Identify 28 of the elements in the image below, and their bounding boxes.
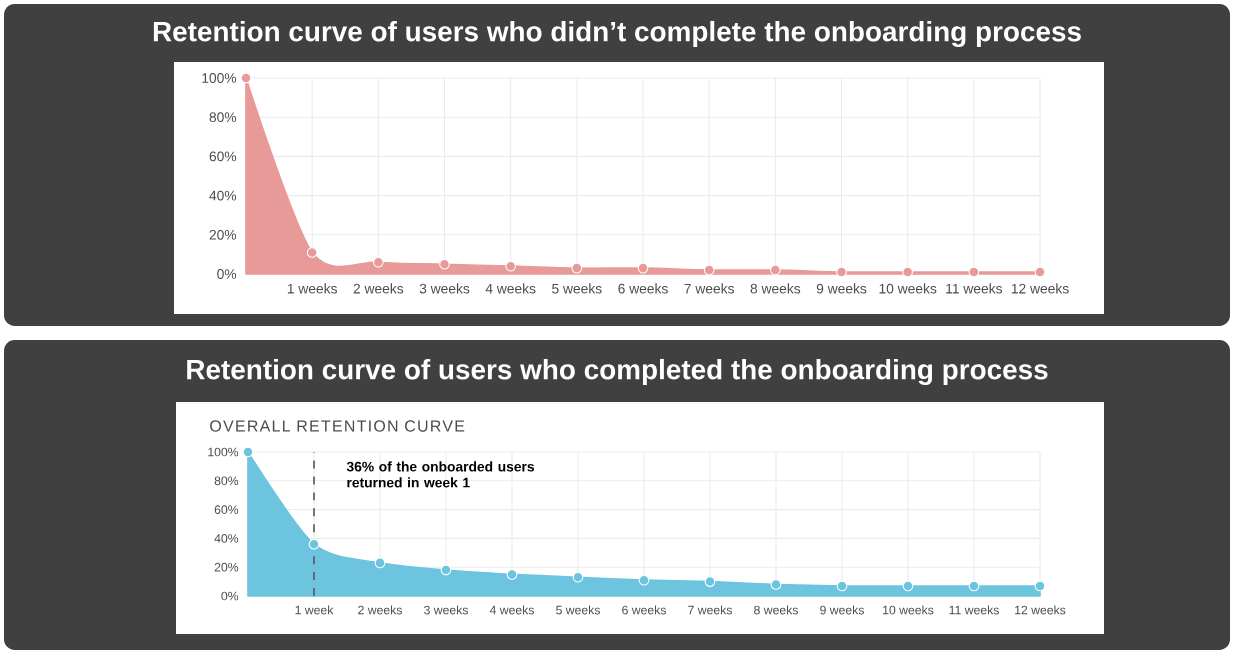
point bbox=[572, 571, 584, 583]
chart-title: Retention curve of users who completed the onboarding process bbox=[187, 358, 1048, 386]
point bbox=[571, 262, 583, 274]
point bbox=[440, 564, 452, 576]
point bbox=[836, 266, 847, 278]
point bbox=[242, 446, 254, 458]
point bbox=[637, 262, 649, 274]
point bbox=[704, 576, 716, 587]
point bbox=[373, 256, 384, 268]
point bbox=[836, 580, 848, 592]
point bbox=[902, 580, 914, 592]
point bbox=[240, 72, 252, 84]
point bbox=[1034, 580, 1046, 592]
point bbox=[439, 258, 450, 270]
point bbox=[306, 247, 318, 258]
point bbox=[770, 579, 782, 590]
point bbox=[638, 574, 650, 586]
point bbox=[374, 557, 386, 569]
point bbox=[505, 260, 517, 272]
point bbox=[902, 266, 914, 278]
point bbox=[308, 538, 320, 550]
point bbox=[968, 580, 980, 592]
point bbox=[770, 264, 781, 276]
point bbox=[506, 569, 518, 580]
point bbox=[703, 264, 715, 276]
point bbox=[968, 266, 980, 278]
point bbox=[1034, 266, 1046, 278]
chart-title: Retention curve of users who didn’t complete the onboarding process bbox=[153, 20, 1081, 48]
